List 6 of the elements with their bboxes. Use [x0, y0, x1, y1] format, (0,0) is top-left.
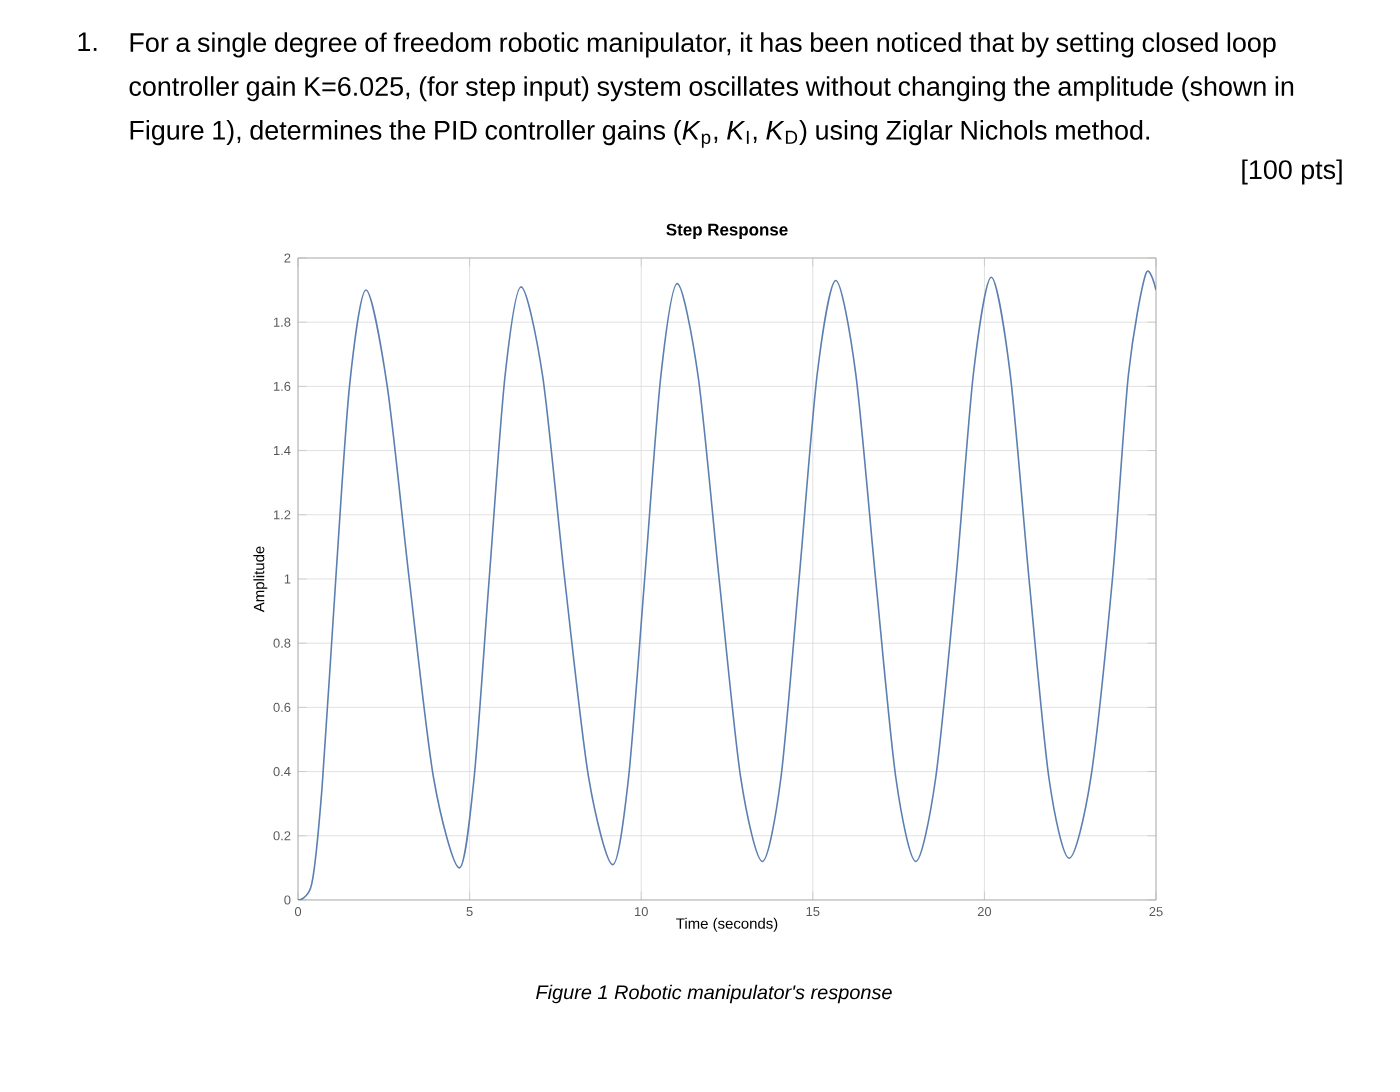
text: [100 pts]	[1242, 159, 1342, 185]
line-series	[298, 273, 1157, 900]
text: 1.	[78, 32, 97, 51]
chart-title: Step Response	[666, 223, 788, 239]
text: For a single degree of freedom robotic manipulator, it has been noticed that by setting closed loop controller gain K=6.025, (for step input) system oscillates without changing the amplitude (shown in Figure 1), determines the PID controller gains (K$_{p}$, K$_{I}$, K$_{D}$) using Ziglar Nichols method.	[129, 32, 1294, 148]
caption: Figure 1 Robotic manipulator's response	[536, 984, 892, 1004]
